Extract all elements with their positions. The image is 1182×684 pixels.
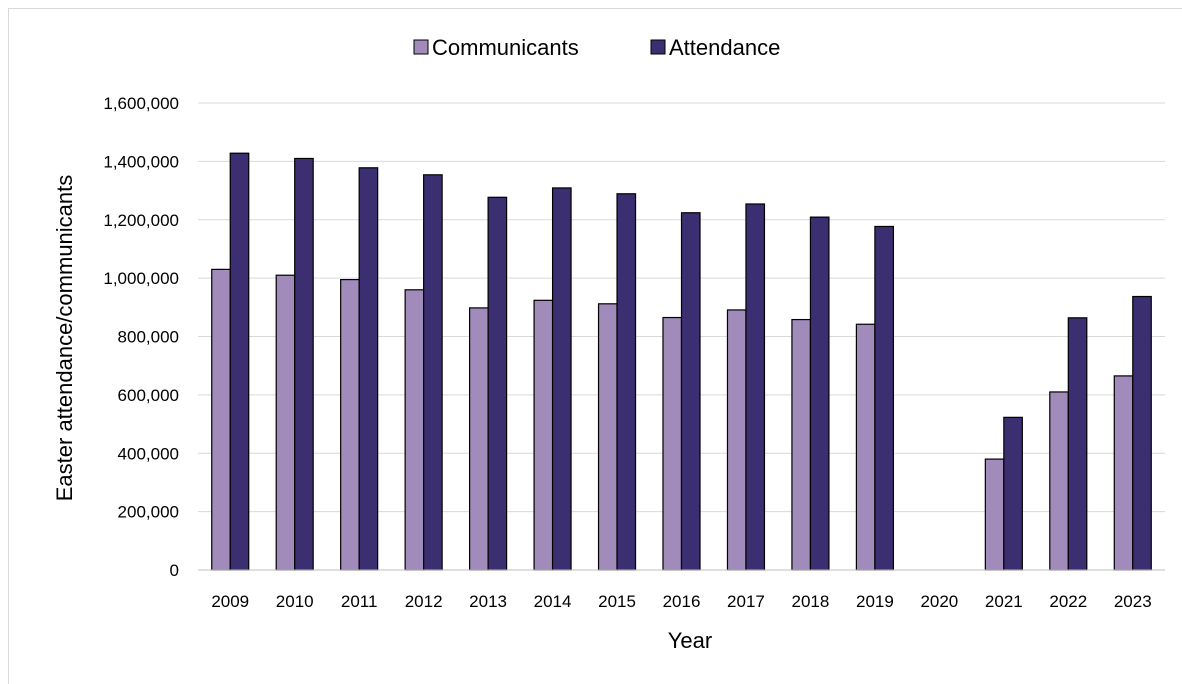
- x-tick-label: 2009: [211, 592, 249, 611]
- x-tick-label: 2023: [1114, 592, 1152, 611]
- y-tick-label: 200,000: [118, 503, 179, 522]
- legend-label-communicants: Communicants: [432, 35, 579, 60]
- bar-attendance-2009: [229, 152, 250, 571]
- x-tick-labels: 2009 2010 2011 2012 2013 2014 2015 2016 2017 2018…: [211, 592, 1151, 611]
- x-tick-label: 2019: [856, 592, 894, 611]
- bar-attendance-2013: [487, 196, 508, 571]
- bar-communicants-2014: [533, 299, 554, 571]
- bar-communicants-2022: [1049, 391, 1069, 571]
- x-tick-label: 2018: [792, 592, 830, 611]
- y-tick-label: 600,000: [118, 386, 179, 405]
- x-tick-label: 2011: [341, 592, 378, 611]
- bar-communicants-2011: [340, 278, 360, 571]
- x-tick-label: 2014: [534, 592, 572, 611]
- y-axis-title: Easter attendance/communicants: [52, 175, 77, 502]
- x-tick-label: 2013: [469, 592, 507, 611]
- bar-attendance-2018: [809, 216, 830, 571]
- y-tick-label: 1,000,000: [103, 269, 179, 288]
- legend-label-attendance: Attendance: [669, 35, 780, 60]
- x-tick-label: 2017: [727, 592, 765, 611]
- bar-communicants-2016: [662, 316, 683, 571]
- bars: [211, 152, 1152, 571]
- bar-attendance-2021: [1003, 416, 1023, 571]
- y-tick-label: 400,000: [118, 444, 179, 463]
- bar-communicants-2009: [211, 268, 231, 571]
- legend-swatch-attendance: [650, 39, 666, 55]
- bar-attendance-2012: [423, 174, 443, 571]
- y-tick-labels: 0 200,000 400,000 600,000 800,000 1,000,000 1,…: [103, 94, 179, 580]
- x-tick-label: 2015: [598, 592, 636, 611]
- chart-frame: [8, 8, 1182, 684]
- legend-swatch-communicants: [413, 39, 429, 55]
- x-axis-title: Year: [668, 628, 712, 653]
- y-tick-label: 0: [170, 561, 179, 580]
- bar-communicants-2017: [726, 309, 747, 571]
- bar-attendance-2016: [680, 212, 701, 571]
- x-tick-label: 2010: [276, 592, 314, 611]
- bar-attendance-2023: [1132, 295, 1152, 571]
- bar-communicants-2021: [984, 458, 1005, 571]
- bar-attendance-2014: [551, 187, 572, 571]
- y-tick-label: 1,200,000: [103, 211, 179, 230]
- bar-communicants-2013: [469, 307, 489, 571]
- bar-attendance-2015: [616, 193, 637, 571]
- bar-communicants-2019: [855, 323, 876, 571]
- bar-attendance-2011: [358, 167, 379, 571]
- x-tick-label: 2022: [1049, 592, 1087, 611]
- bar-communicants-2023: [1113, 375, 1134, 571]
- bar-attendance-2017: [745, 203, 766, 571]
- bar-attendance-2019: [874, 225, 895, 571]
- legend: Communicants Attendance: [413, 35, 780, 60]
- bar-communicants-2012: [404, 289, 425, 571]
- y-tick-label: 1,600,000: [103, 94, 179, 113]
- bar-attendance-2010: [294, 157, 314, 571]
- bar-communicants-2010: [275, 274, 296, 571]
- bar-communicants-2015: [597, 303, 618, 571]
- x-tick-label: 2020: [920, 592, 958, 611]
- y-tick-label: 800,000: [118, 328, 179, 347]
- x-tick-label: 2016: [663, 592, 701, 611]
- x-tick-label: 2012: [405, 592, 443, 611]
- y-tick-label: 1,400,000: [103, 152, 179, 171]
- bar-attendance-2022: [1067, 317, 1088, 571]
- x-tick-label: 2021: [985, 592, 1023, 611]
- bar-communicants-2018: [791, 318, 812, 571]
